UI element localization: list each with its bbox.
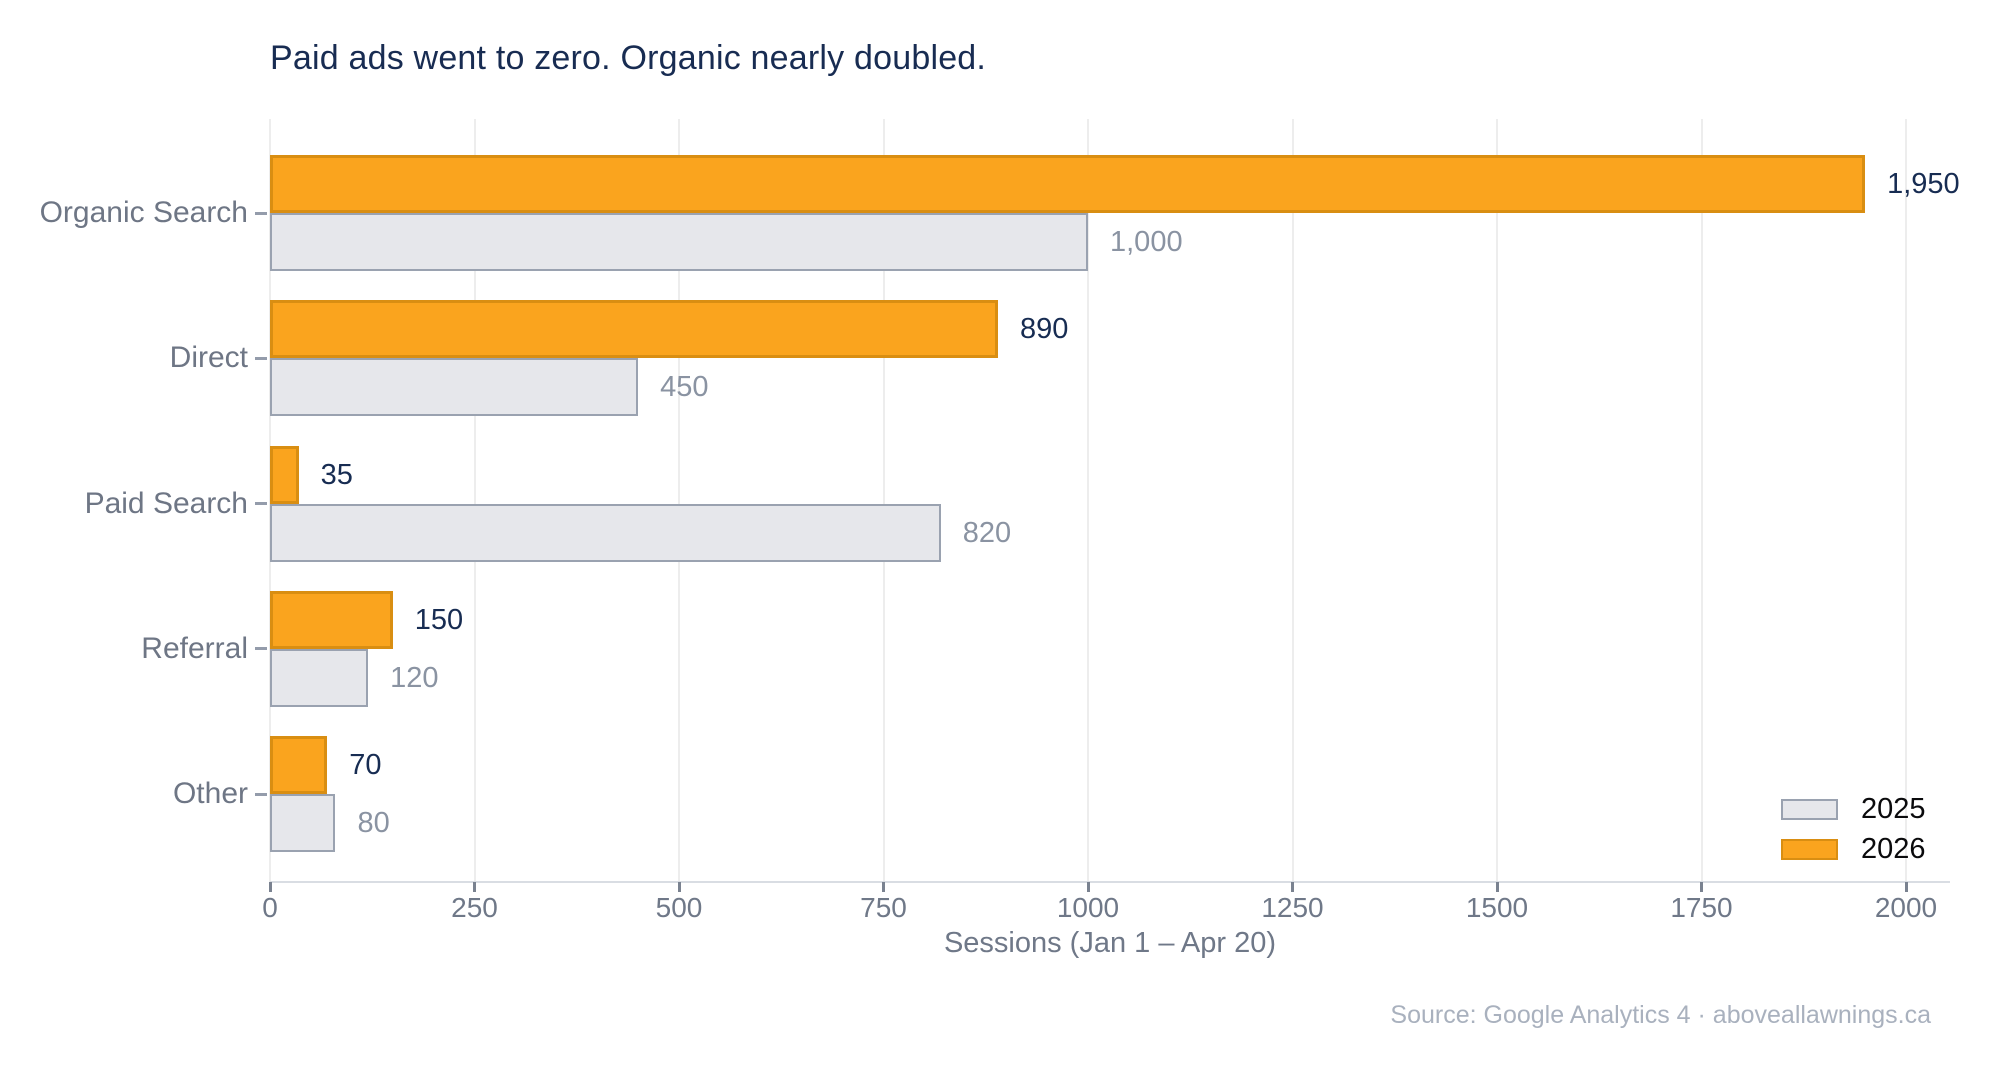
- gridline-250: [473, 119, 476, 882]
- gridline-500: [678, 119, 680, 882]
- bar-2025-direct: [270, 358, 639, 417]
- legend-item-2025: 2025: [1781, 789, 1926, 829]
- gridline-1500: [1496, 119, 1498, 882]
- gridline-750: [882, 119, 885, 882]
- category-label: Other: [172, 777, 248, 811]
- legend-swatch-2026: [1781, 838, 1838, 860]
- legend-swatch-2025: [1781, 798, 1838, 820]
- value-label-2026: 1,950: [1887, 168, 1960, 200]
- value-label-2026: 890: [1020, 313, 1069, 346]
- x-tick-mark-1000: [1086, 882, 1090, 892]
- value-label-2026: 150: [414, 603, 464, 636]
- x-tick-mark-0: [268, 882, 272, 892]
- bar-2025-organic-search: [270, 213, 1088, 271]
- legend: 2025 2026: [1781, 789, 1926, 869]
- value-label-2025: 120: [390, 661, 439, 694]
- bar-2026-other: [270, 736, 328, 795]
- y-tick-mark: [255, 647, 267, 651]
- legend-item-2026: 2026: [1781, 829, 1926, 869]
- y-tick-mark: [255, 792, 267, 796]
- value-label-2026: 35: [320, 458, 353, 491]
- y-tick-mark: [255, 356, 267, 360]
- x-tick-mark-1250: [1291, 882, 1294, 892]
- value-label-2025: 1,000: [1110, 226, 1183, 258]
- x-tick-mark-1500: [1495, 882, 1499, 892]
- bar-2026-referral: [270, 590, 393, 649]
- legend-label-2026: 2026: [1861, 832, 1926, 865]
- value-label-2025: 80: [357, 807, 390, 840]
- category-label: Paid Search: [84, 486, 248, 520]
- bar-2026-direct: [270, 300, 999, 359]
- x-tick-mark-750: [882, 882, 885, 892]
- bar-2025-paid-search: [270, 503, 941, 562]
- gridline-1000: [1087, 119, 1089, 882]
- x-tick-mark-1750: [1700, 882, 1703, 892]
- bar-2026-organic-search: [270, 155, 1866, 213]
- value-label-2026: 70: [349, 749, 382, 782]
- source-caption: Source: Google Analytics 4 · aboveallawn…: [1390, 1001, 1931, 1029]
- x-tick-label-500: 500: [655, 892, 703, 923]
- x-tick-label-1000: 1000: [1056, 892, 1120, 923]
- value-label-2025: 450: [660, 371, 709, 404]
- x-tick-label-0: 0: [262, 892, 278, 923]
- y-tick-mark: [255, 502, 267, 506]
- gridline-1250: [1291, 119, 1294, 882]
- gridline-2000: [1905, 119, 1907, 882]
- x-axis-line: [270, 881, 1950, 883]
- gridline-1750: [1700, 119, 1703, 882]
- y-tick-mark: [255, 211, 267, 215]
- x-tick-label-2000: 2000: [1874, 892, 1938, 923]
- x-axis-label: Sessions (Jan 1 – Apr 20): [943, 927, 1277, 959]
- x-tick-mark-500: [677, 882, 681, 892]
- x-tick-label-250: 250: [451, 892, 498, 923]
- legend-label-2025: 2025: [1861, 792, 1926, 825]
- x-tick-mark-250: [473, 882, 476, 892]
- category-label: Organic Search: [39, 196, 248, 229]
- bar-2025-other: [270, 794, 336, 853]
- chart-title: Paid ads went to zero. Organic nearly do…: [270, 39, 987, 77]
- category-label: Direct: [169, 341, 248, 375]
- x-tick-label-1500: 1500: [1465, 892, 1529, 923]
- x-tick-label-750: 750: [860, 892, 907, 923]
- x-tick-label-1750: 1750: [1670, 892, 1733, 923]
- category-label: Referral: [141, 631, 248, 665]
- x-tick-mark-2000: [1904, 882, 1908, 892]
- value-label-2025: 820: [962, 516, 1012, 549]
- bar-2025-referral: [270, 648, 369, 707]
- x-tick-label-1250: 1250: [1261, 892, 1324, 923]
- bar-2026-paid-search: [270, 445, 299, 504]
